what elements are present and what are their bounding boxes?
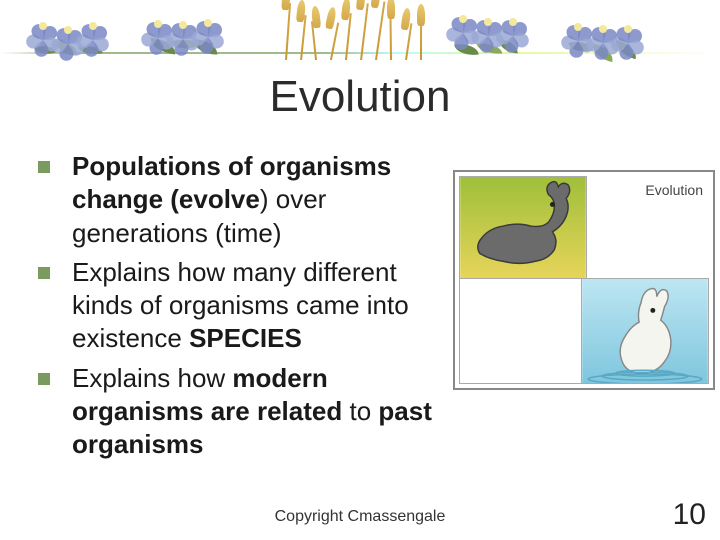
flower-cluster [25, 0, 115, 65]
bullet-text: Explains how many different kinds of org… [72, 256, 448, 356]
bullet-item: Explains how modern organisms are relate… [38, 362, 448, 462]
flower-cluster [560, 0, 650, 65]
decorative-header-band [0, 0, 720, 65]
bullet-text: Explains how modern organisms are relate… [72, 362, 448, 462]
bullet-square-icon [38, 267, 50, 279]
bullet-square-icon [38, 373, 50, 385]
flower-cluster [445, 0, 535, 65]
figure-panel-empty [459, 278, 587, 384]
bullet-item: Populations of organisms change (evolve)… [38, 150, 448, 250]
bullet-item: Explains how many different kinds of org… [38, 256, 448, 356]
slide-title: Evolution [0, 72, 720, 122]
evolution-figure: Evolution [453, 170, 715, 390]
figure-panel-white-rabbit [581, 278, 709, 384]
flower-cluster [140, 0, 230, 65]
bullet-text: Populations of organisms change (evolve)… [72, 150, 448, 250]
slide-number: 10 [673, 498, 706, 532]
bullet-square-icon [38, 161, 50, 173]
figure-panel-dark-rabbit [459, 176, 587, 282]
copyright-footer: Copyright Cmassengale [0, 508, 720, 526]
bullet-list: Populations of organisms change (evolve)… [38, 150, 448, 467]
wheat-decor [275, 0, 435, 65]
figure-label: Evolution [645, 182, 703, 198]
